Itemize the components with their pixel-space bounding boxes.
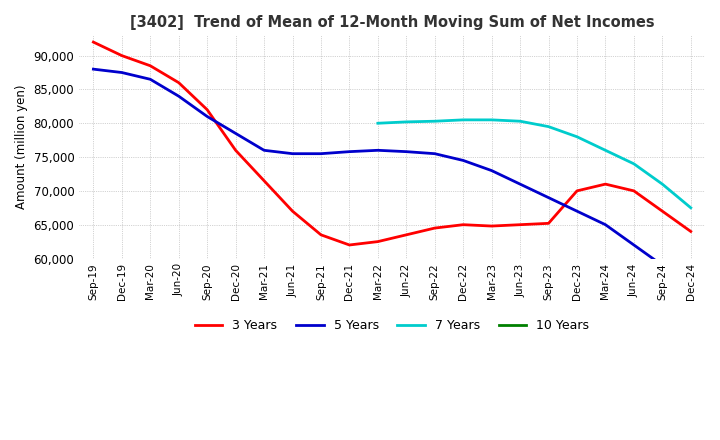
5 Years <box>374 148 382 153</box>
Title: [3402]  Trend of Mean of 12-Month Moving Sum of Net Incomes: [3402] Trend of Mean of 12-Month Moving … <box>130 15 654 30</box>
7 Years <box>431 119 439 124</box>
3 Years <box>686 229 695 234</box>
5 Years <box>288 151 297 156</box>
5 Years <box>572 209 581 214</box>
7 Years <box>601 148 610 153</box>
5 Years <box>402 149 410 154</box>
3 Years <box>431 225 439 231</box>
3 Years <box>117 53 126 58</box>
5 Years <box>345 149 354 154</box>
Legend: 3 Years, 5 Years, 7 Years, 10 Years: 3 Years, 5 Years, 7 Years, 10 Years <box>190 314 594 337</box>
3 Years <box>459 222 467 227</box>
3 Years <box>658 209 667 214</box>
7 Years <box>658 181 667 187</box>
5 Years <box>146 77 155 82</box>
3 Years <box>516 222 524 227</box>
5 Years <box>174 94 183 99</box>
5 Years <box>231 131 240 136</box>
3 Years <box>629 188 638 194</box>
5 Years <box>260 148 269 153</box>
7 Years <box>487 117 496 122</box>
3 Years <box>402 232 410 238</box>
3 Years <box>260 178 269 183</box>
5 Years <box>487 168 496 173</box>
5 Years <box>601 222 610 227</box>
3 Years <box>203 107 212 112</box>
Line: 5 Years: 5 Years <box>94 69 690 272</box>
7 Years <box>686 205 695 210</box>
3 Years <box>89 40 98 45</box>
7 Years <box>572 134 581 139</box>
Y-axis label: Amount (million yen): Amount (million yen) <box>15 84 28 209</box>
5 Years <box>658 263 667 268</box>
7 Years <box>544 124 553 129</box>
3 Years <box>174 80 183 85</box>
Line: 7 Years: 7 Years <box>378 120 690 208</box>
3 Years <box>345 242 354 248</box>
7 Years <box>402 119 410 125</box>
3 Years <box>544 221 553 226</box>
3 Years <box>487 224 496 229</box>
3 Years <box>572 188 581 194</box>
3 Years <box>317 232 325 238</box>
5 Years <box>459 158 467 163</box>
Line: 3 Years: 3 Years <box>94 42 690 245</box>
5 Years <box>431 151 439 156</box>
5 Years <box>117 70 126 75</box>
3 Years <box>231 148 240 153</box>
3 Years <box>288 209 297 214</box>
5 Years <box>686 269 695 275</box>
5 Years <box>317 151 325 156</box>
7 Years <box>374 121 382 126</box>
7 Years <box>459 117 467 122</box>
3 Years <box>601 181 610 187</box>
5 Years <box>544 195 553 200</box>
5 Years <box>516 181 524 187</box>
3 Years <box>374 239 382 244</box>
5 Years <box>89 66 98 72</box>
5 Years <box>203 114 212 119</box>
5 Years <box>629 242 638 248</box>
7 Years <box>629 161 638 166</box>
7 Years <box>516 119 524 124</box>
3 Years <box>146 63 155 68</box>
